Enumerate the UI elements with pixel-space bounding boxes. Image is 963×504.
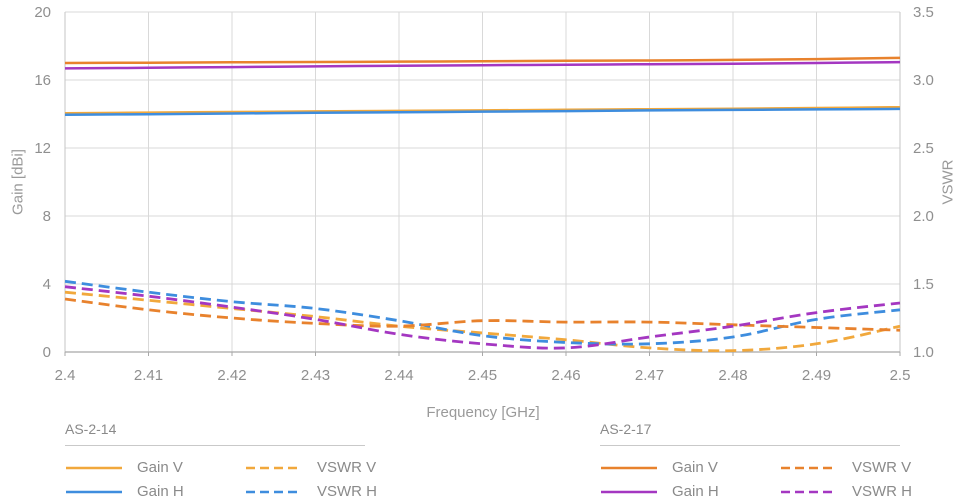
vswr-tick-label: 1.5: [913, 276, 934, 293]
x-axis-title: Frequency [GHz]: [426, 404, 540, 421]
vswr-tick-label: 3.0: [913, 72, 934, 89]
gain-tick-label: 8: [43, 208, 51, 225]
x-tick-label: 2.4: [55, 367, 76, 384]
legend-item-label: Gain H: [137, 483, 184, 500]
legend-group-as-2-17: AS-2-17 Gain V VSWR V Gain H VSWR H: [600, 421, 912, 500]
vswr-tick-label: 1.0: [913, 344, 934, 361]
x-tick-label: 2.48: [718, 367, 747, 384]
legend-group-as-2-14: AS-2-14 Gain V VSWR V Gain H VSWR H: [65, 421, 377, 500]
series-line-as-2-17-vswr-v: [64, 297, 901, 332]
series-line-as-2-14-gain-h: [64, 107, 901, 117]
x-tick-label: 2.42: [217, 367, 246, 384]
legend-swatch-line: [781, 466, 837, 469]
legend-swatch-line: [781, 490, 837, 493]
legend-item-label: VSWR H: [317, 483, 377, 500]
series-line-as-2-14-vswr-h: [64, 279, 901, 346]
x-tick-label: 2.46: [551, 367, 580, 384]
x-tick-label: 2.49: [802, 367, 831, 384]
series-line-as-2-17-vswr-h: [64, 285, 901, 350]
legend-item-label: Gain H: [672, 483, 719, 500]
legend-item-label: VSWR H: [852, 483, 912, 500]
legend-items: Gain V VSWR V Gain H VSWR H: [600, 459, 912, 500]
legend-item-vswr-v: VSWR V: [245, 459, 377, 476]
legend-item-label: VSWR V: [852, 459, 912, 476]
legend-swatch-line: [246, 466, 302, 469]
gain-tick-label: 0: [43, 344, 51, 361]
series-line-as-2-14-vswr-v: [64, 290, 901, 353]
legend-item-label: Gain V: [672, 459, 718, 476]
x-tick-label: 2.41: [134, 367, 163, 384]
vswr-tick-label: 2.5: [913, 140, 934, 157]
y-axis-title-gain: Gain [dBi]: [9, 149, 27, 215]
x-tick-label: 2.47: [635, 367, 664, 384]
y-axis-title-vswr: VSWR: [939, 159, 957, 205]
gain-tick-label: 20: [34, 4, 51, 21]
vswr-tick-label: 2.0: [913, 208, 934, 225]
legend-item-gain-h: Gain H: [65, 483, 245, 500]
series-line-as-2-17-gain-h: [64, 60, 901, 70]
gain-tick-label: 12: [34, 140, 51, 157]
legend-item-label: Gain V: [137, 459, 183, 476]
legend-swatch-line: [66, 466, 122, 469]
vswr-tick-label: 3.5: [913, 4, 934, 21]
gain-tick-label: 16: [34, 72, 51, 89]
legend-item-gain-v: Gain V: [65, 459, 245, 476]
legend-swatch-line: [601, 466, 657, 469]
legend-item-vswr-h: VSWR H: [245, 483, 377, 500]
series-line-as-2-17-gain-v: [64, 56, 901, 65]
legend-item-gain-v: Gain V: [600, 459, 780, 476]
x-tick-label: 2.44: [384, 367, 413, 384]
legend-items: Gain V VSWR V Gain H VSWR H: [65, 459, 377, 500]
legend-swatch-line: [246, 490, 302, 493]
legend-item-gain-h: Gain H: [600, 483, 780, 500]
legend-group-title: AS-2-17: [600, 421, 900, 446]
gain-tick-label: 4: [43, 276, 51, 293]
legend-item-label: VSWR V: [317, 459, 377, 476]
legend-item-vswr-v: VSWR V: [780, 459, 912, 476]
legend-swatch-line: [66, 490, 122, 493]
x-tick-label: 2.43: [301, 367, 330, 384]
x-tick-label: 2.45: [468, 367, 497, 384]
legend-group-title: AS-2-14: [65, 421, 365, 446]
x-tick-label: 2.5: [890, 367, 911, 384]
legend-swatch-line: [601, 490, 657, 493]
legend-item-vswr-h: VSWR H: [780, 483, 912, 500]
